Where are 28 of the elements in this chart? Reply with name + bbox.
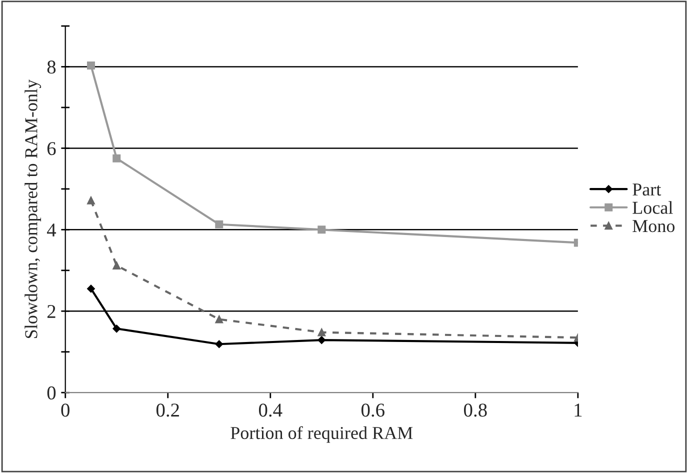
x-axis-title: Portion of required RAM	[230, 426, 413, 443]
legend-label: Mono	[632, 220, 675, 232]
point	[112, 154, 121, 162]
point	[86, 62, 95, 70]
point	[215, 315, 224, 324]
point	[318, 226, 326, 234]
x-tick-label: 0	[61, 404, 70, 417]
point	[318, 336, 326, 344]
point	[87, 284, 95, 293]
y-tick-label: 6	[47, 142, 56, 156]
point	[112, 262, 121, 270]
x-tick-label: 0.6	[361, 404, 384, 417]
legend-label: Local	[632, 201, 673, 214]
y-axis-title: Slowdown, compared to RAM-only	[24, 79, 42, 338]
point	[86, 196, 95, 204]
point	[215, 220, 224, 228]
point	[215, 340, 224, 348]
y-tick-label: 0	[47, 386, 56, 400]
point	[318, 328, 326, 336]
y-tick-label: 4	[46, 224, 56, 236]
x-tick-label: 0.4	[258, 404, 282, 417]
y-tick-label: 8	[47, 60, 56, 74]
x-tick-label: 0.2	[156, 404, 179, 417]
point	[112, 324, 121, 333]
x-tick-label: 1	[574, 404, 582, 416]
x-tick-label: 0.8	[464, 404, 487, 417]
y-tick-label: 2	[47, 305, 56, 318]
legend-label: Part	[632, 184, 662, 196]
